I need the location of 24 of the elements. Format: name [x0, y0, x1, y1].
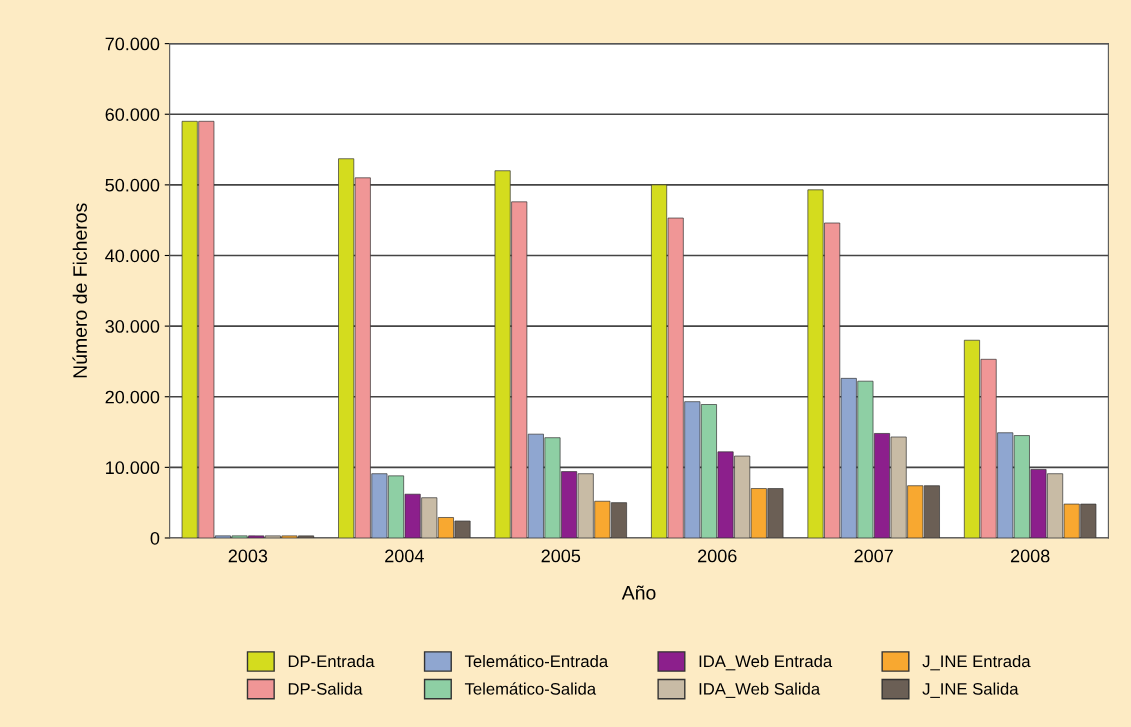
legend-label: DP-Entrada	[288, 654, 375, 668]
y-tick-label: 70.000	[105, 37, 160, 51]
y-tick-label: 0	[150, 531, 160, 545]
legend-label: Telemático-Entrada	[464, 654, 609, 668]
y-tick-label: 10.000	[106, 461, 160, 475]
x-tick-label: 2007	[854, 549, 893, 563]
x-tick-label: 2006	[698, 549, 737, 563]
x-tick-label: 2008	[1010, 549, 1050, 563]
legend-label: J_INE Entrada	[922, 654, 1031, 671]
x-tick-label: 2003	[228, 549, 268, 563]
y-tick-label: 20.000	[105, 390, 160, 404]
legend-label: J_INE Salida	[922, 682, 1019, 698]
y-axis-title: Número de Ficheros	[72, 203, 87, 378]
legend-label: IDA_Web Salida	[699, 682, 821, 698]
legend-label: IDA_Web Entrada	[699, 654, 833, 671]
legend-label: DP-Salida	[288, 682, 363, 695]
y-tick-label: 40.000	[105, 249, 160, 263]
x-tick-label: 2004	[385, 549, 424, 563]
y-tick-label: 30.000	[105, 320, 160, 333]
y-tick-label: 60.000	[105, 108, 160, 121]
x-axis-title: Año	[621, 585, 656, 600]
legend-label: Telemático-Salida	[464, 682, 597, 695]
y-tick-label: 50.000	[105, 178, 160, 192]
x-tick-label: 2005	[541, 549, 581, 563]
